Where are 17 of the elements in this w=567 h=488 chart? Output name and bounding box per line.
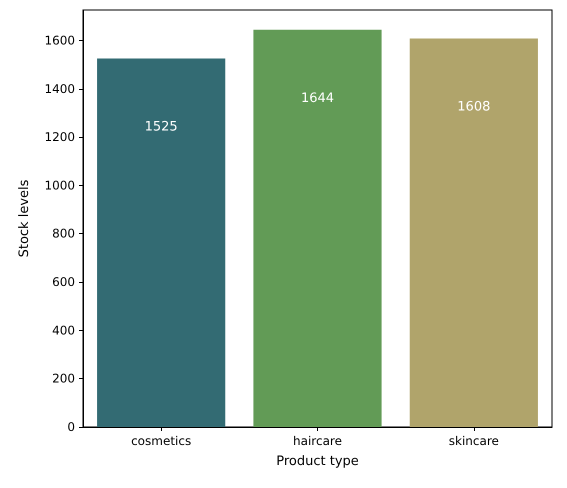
x-tick-label: cosmetics (131, 434, 192, 448)
x-axis-title: Product type (276, 454, 359, 469)
y-tick-label: 1200 (44, 130, 75, 144)
y-tick-label: 600 (52, 275, 75, 290)
y-tick-label: 1000 (44, 178, 75, 192)
x-tick-label: haircare (293, 434, 342, 448)
y-tick-label: 0 (67, 420, 75, 434)
y-tick-label: 200 (52, 372, 75, 386)
y-tick-label: 1400 (44, 82, 75, 96)
data-label: 1525 (144, 120, 178, 135)
data-label: 1644 (300, 90, 334, 106)
y-tick-label: 1600 (44, 33, 75, 48)
data-label: 1608 (457, 100, 490, 115)
y-tick-label: 400 (52, 323, 75, 338)
y-axis-title: Stock levels (17, 179, 32, 258)
x-tick-label: skincare (448, 434, 499, 448)
y-tick-label: 800 (52, 226, 75, 241)
